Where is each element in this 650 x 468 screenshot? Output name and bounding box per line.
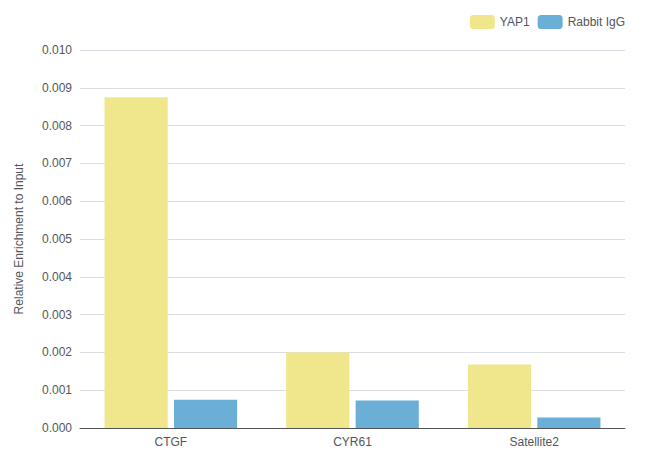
svg-text:0.003: 0.003	[42, 308, 72, 322]
svg-text:0.007: 0.007	[42, 156, 72, 170]
svg-text:0.001: 0.001	[42, 383, 72, 397]
svg-text:0.005: 0.005	[42, 232, 72, 246]
svg-text:Relative Enrichment to Input: Relative Enrichment to Input	[12, 163, 26, 314]
svg-text:0.010: 0.010	[42, 43, 72, 57]
svg-text:CTGF: CTGF	[154, 435, 187, 449]
svg-text:YAP1: YAP1	[500, 15, 530, 29]
svg-text:0.009: 0.009	[42, 81, 72, 95]
svg-text:Rabbit IgG: Rabbit IgG	[568, 15, 625, 29]
svg-text:CYR61: CYR61	[333, 435, 372, 449]
svg-text:0.000: 0.000	[42, 421, 72, 435]
svg-text:0.004: 0.004	[42, 270, 72, 284]
svg-text:0.002: 0.002	[42, 345, 72, 359]
svg-text:0.008: 0.008	[42, 119, 72, 133]
svg-text:0.006: 0.006	[42, 194, 72, 208]
svg-text:Satellite2: Satellite2	[509, 435, 559, 449]
